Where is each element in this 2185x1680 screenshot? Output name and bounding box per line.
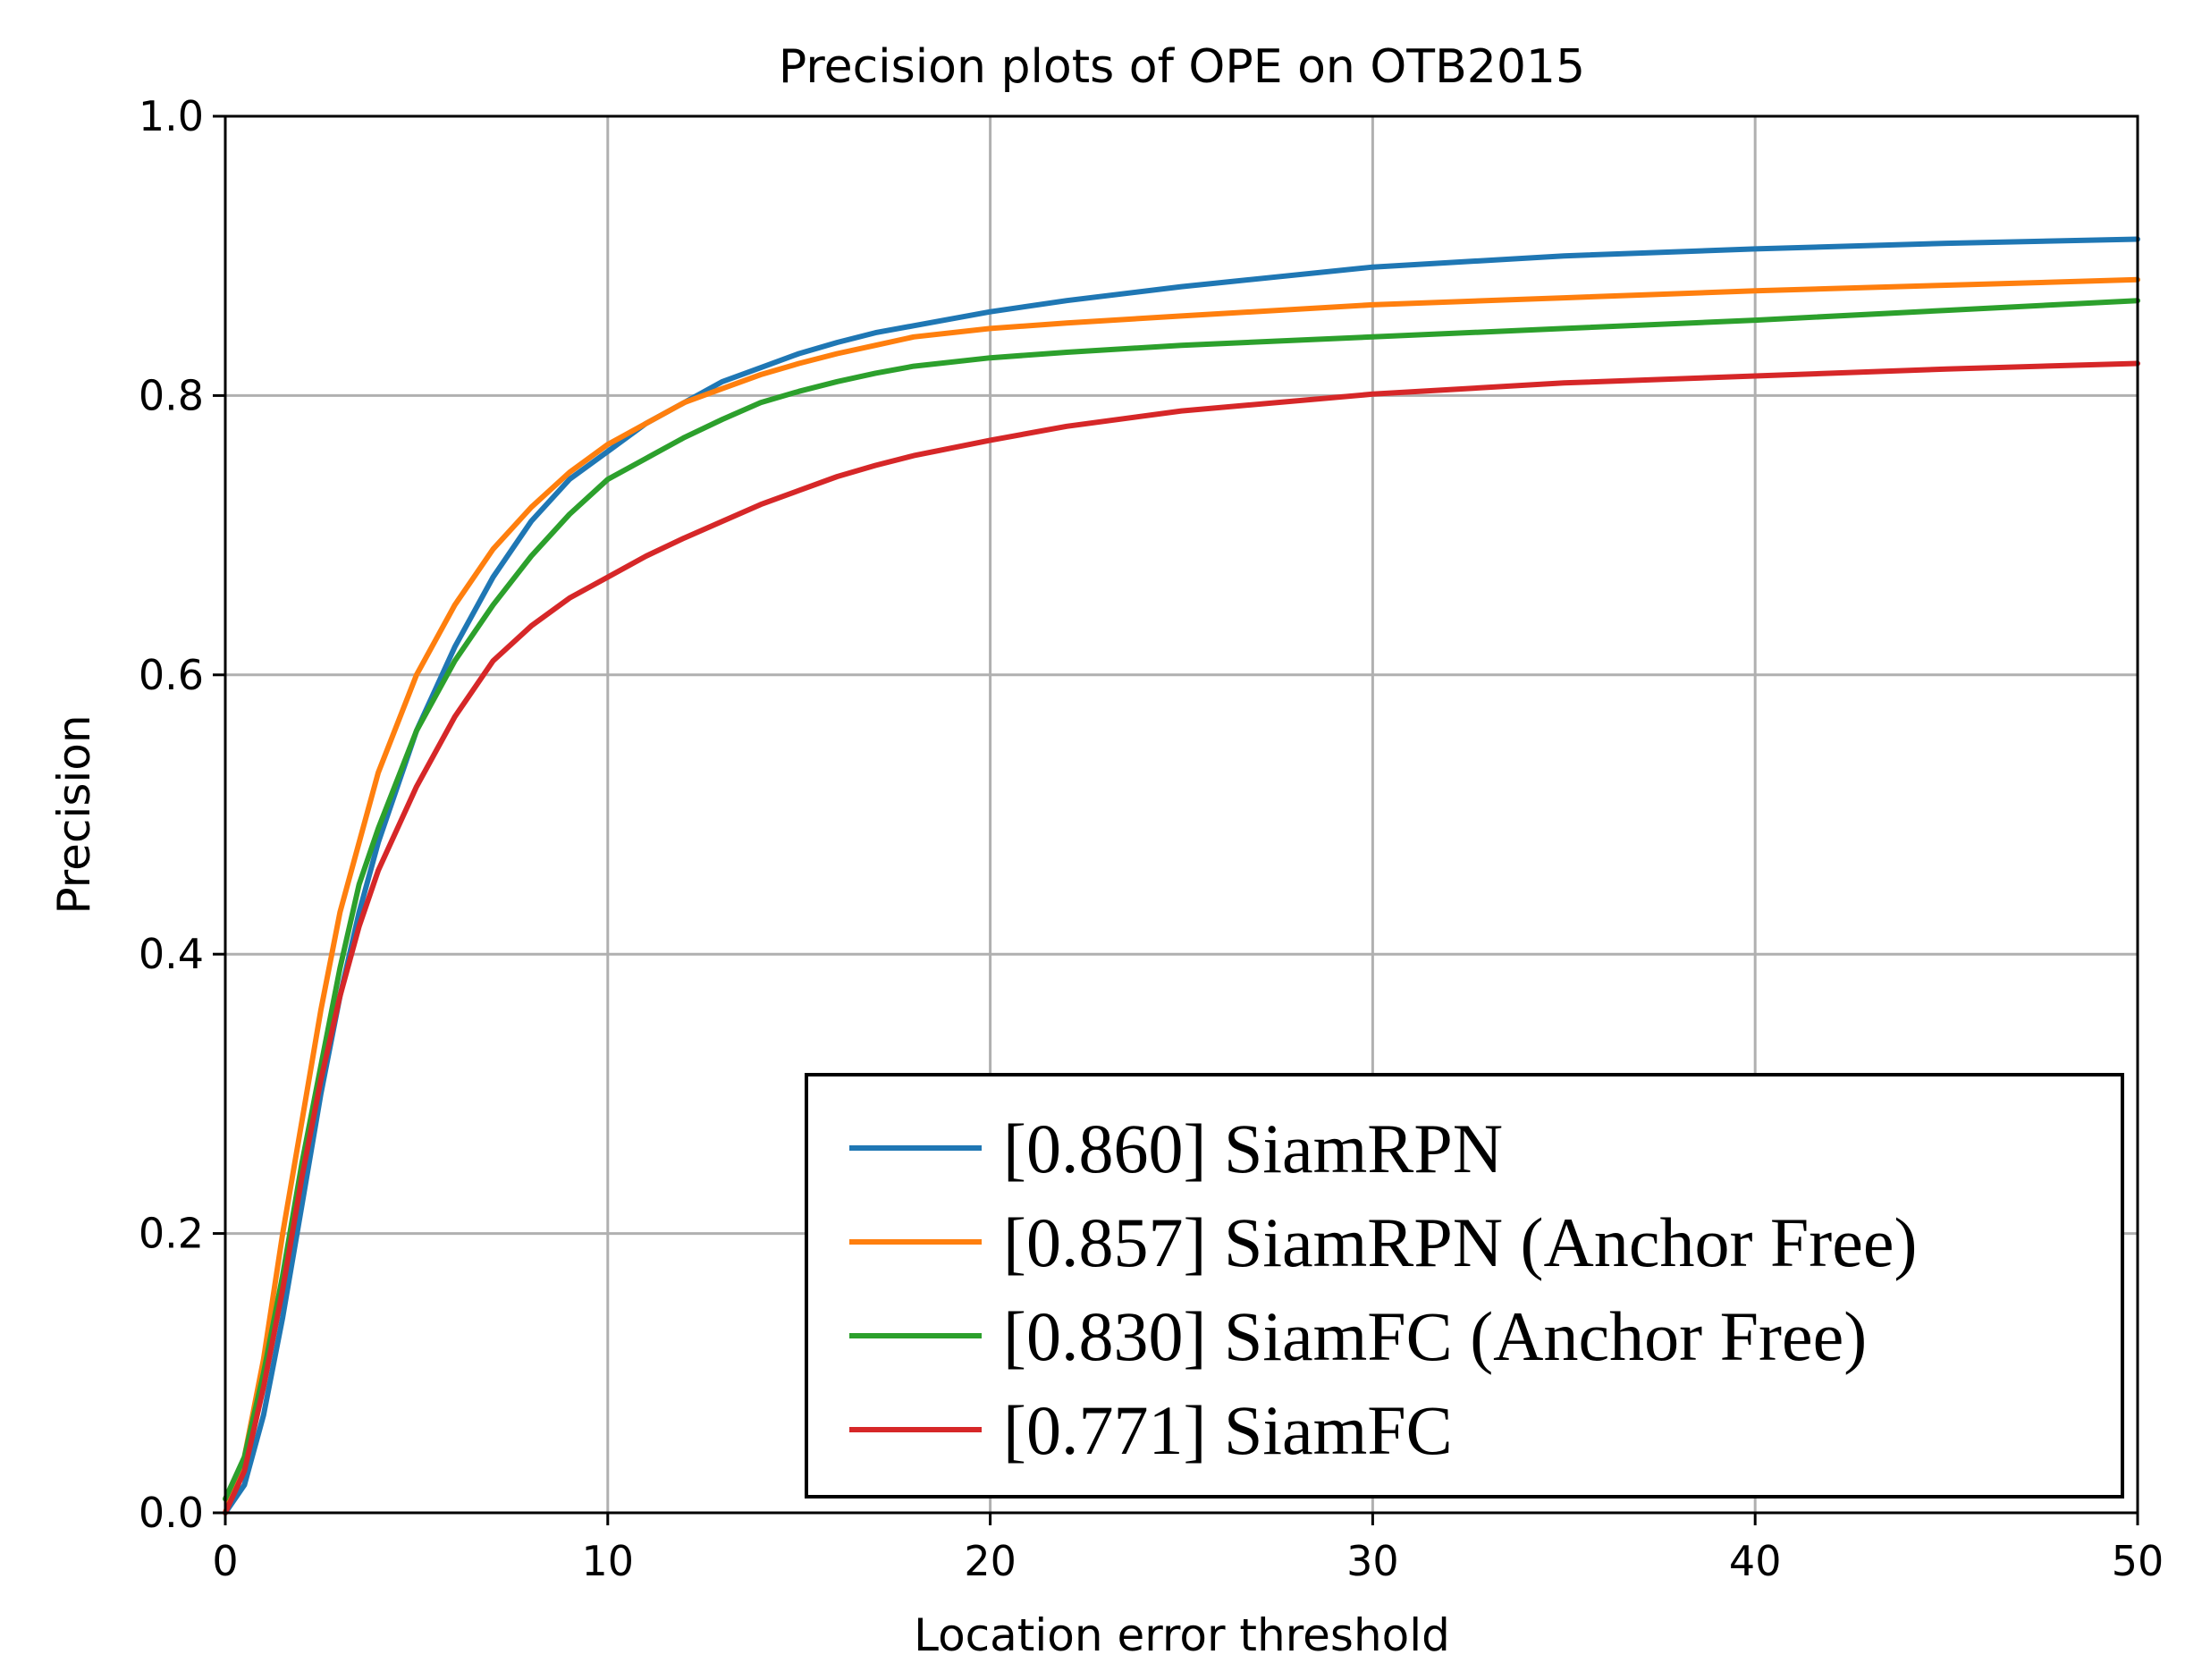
y-tick-label: 0.8 (139, 371, 204, 419)
y-tick-label: 0.4 (139, 930, 204, 978)
y-tick-label: 1.0 (139, 92, 204, 140)
x-tick-label: 10 (582, 1537, 635, 1585)
legend-label: [0.860] SiamRPN (1003, 1110, 1503, 1187)
x-tick-label: 30 (1346, 1537, 1399, 1585)
x-tick-label: 50 (2112, 1537, 2164, 1585)
y-axis-label: Precision (48, 714, 100, 914)
legend-label: [0.857] SiamRPN (Anchor Free) (1003, 1203, 1918, 1281)
series-lines (223, 236, 2140, 1515)
x-tick-label: 40 (1729, 1537, 1782, 1585)
series-line-4 (223, 360, 2140, 1515)
legend-entries: [0.860] SiamRPN [0.857] SiamRPN (Anchor F… (849, 1110, 1918, 1469)
series-line-2 (223, 276, 2140, 1515)
plot-frame (224, 114, 2139, 1515)
y-axis-ticks: 0.0 0.2 0.4 0.6 0.8 1.0 (139, 92, 225, 1537)
y-tick-label: 0.2 (139, 1210, 204, 1258)
chart-title: Precision plots of OPE on OTB2015 (779, 40, 1585, 94)
x-tick-label: 0 (212, 1537, 238, 1585)
x-axis-label: Location error threshold (914, 1609, 1450, 1661)
legend-label: [0.830] SiamFC (Anchor Free) (1003, 1297, 1867, 1375)
series-line-3 (223, 298, 2140, 1502)
legend-box (805, 1073, 2124, 1498)
grid-lines (224, 114, 2139, 1515)
y-tick-label: 0.0 (139, 1489, 204, 1537)
legend-label: [0.771] SiamFC (1003, 1391, 1453, 1469)
x-axis-ticks: 0 10 20 30 40 50 (212, 1513, 2164, 1585)
y-tick-label: 0.6 (139, 651, 204, 699)
legend: [0.860] SiamRPN [0.857] SiamRPN (Anchor F… (805, 1073, 2124, 1498)
x-tick-label: 20 (964, 1537, 1017, 1585)
